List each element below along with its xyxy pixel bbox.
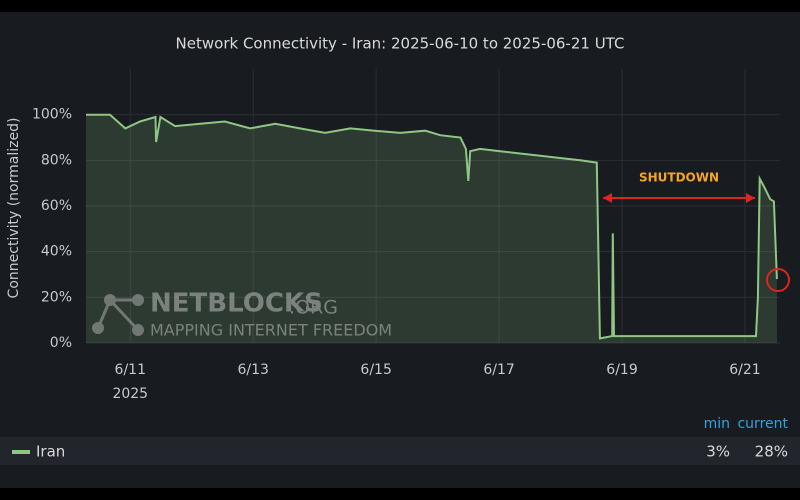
x-tick-label: 6/19 <box>606 362 637 378</box>
x-tick-label: 6/15 <box>360 362 391 378</box>
y-tick-label: 100% <box>32 107 72 123</box>
legend-header[interactable]: min <box>704 416 730 432</box>
watermark-suffix: .ORG <box>289 297 338 319</box>
y-tick-label: 40% <box>41 244 72 260</box>
logo-lines <box>96 298 140 332</box>
watermark-name: NETBLOCKS <box>150 289 323 319</box>
plot: 0% 20% 40% 60% 80% 100% 6/11 6/13 6/15 6/17 6/19 6/… <box>32 69 780 402</box>
y-axis-label: Connectivity (normalized) <box>6 118 22 299</box>
x-year-label: 2025 <box>112 386 148 402</box>
watermark: NETBLOCKS .ORG MAPPING INTERNET FREEDOM <box>92 289 392 340</box>
y-tick-label: 0% <box>50 335 72 351</box>
line <box>86 113 778 340</box>
legend-row <box>0 437 800 465</box>
legend-header[interactable]: current <box>737 416 788 432</box>
legend-value: 3% <box>706 443 730 461</box>
panel <box>0 12 800 488</box>
x-tick-label: 6/11 <box>115 362 146 378</box>
watermark-tagline: MAPPING INTERNET FREEDOM <box>150 321 392 340</box>
y-tick-label: 20% <box>41 289 72 305</box>
x-tick-label: 6/17 <box>483 362 514 378</box>
x-tick-label: 6/13 <box>237 362 268 378</box>
y-tick-label: 80% <box>41 152 72 168</box>
highlight-circle <box>766 268 790 292</box>
area <box>86 114 777 343</box>
y-tick-label: 60% <box>41 198 72 214</box>
x-tick-label: 6/21 <box>729 362 760 378</box>
annotation: SHUTDOWN <box>639 171 719 185</box>
chart-title: Network Connectivity - Iran: 2025-06-10 … <box>176 35 625 53</box>
legend-value: 28% <box>755 443 788 461</box>
legend-label[interactable]: Iran <box>36 443 65 461</box>
